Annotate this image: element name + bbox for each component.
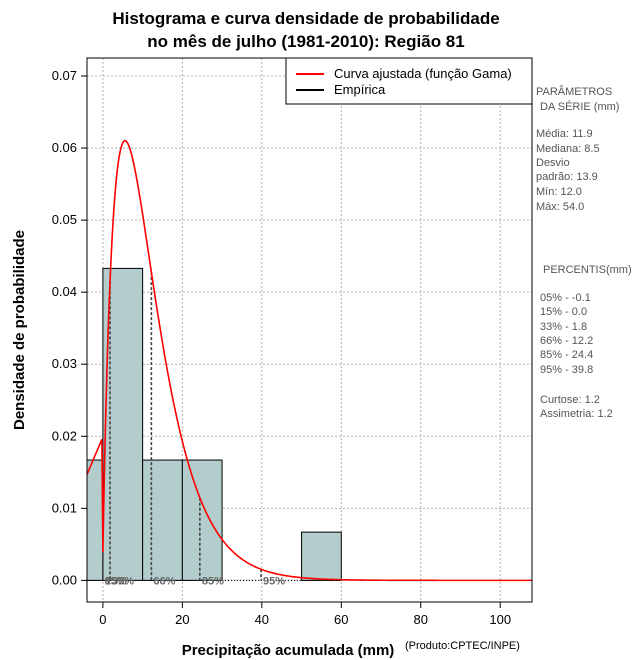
param-max: Máx: 54.0 — [536, 201, 584, 213]
chart-title-line2: no mês de julho (1981-2010): Região 81 — [147, 32, 464, 51]
x-tick-label-0: 0 — [99, 612, 106, 627]
y-tick-label-6: 0.06 — [52, 140, 77, 155]
param-desvio-2: padrão: 13.9 — [536, 171, 598, 183]
assimetria: Assimetria: 1.2 — [540, 408, 613, 420]
histogram-bar-6 — [301, 531, 342, 581]
percentile-label-1: 15% — [105, 575, 127, 587]
percentile-85: 85% - 24.4 — [540, 349, 593, 361]
y-tick-label-0: 0.00 — [52, 572, 77, 587]
percentile-95: 95% - 39.8 — [540, 364, 593, 376]
percentile-labels: 05%15%33% 66% 85% 95% — [104, 575, 285, 587]
param-desvio-1: Desvio — [536, 157, 570, 169]
credit-note: (Produto:CPTEC/INPE) — [405, 640, 520, 652]
x-axis-ticks: 0 20 40 60 80 100 — [99, 602, 511, 627]
series-parameters-panel: PARÂMETROS DA SÉRIE (mm) Média: 11.9 Med… — [536, 85, 619, 213]
legend-box — [285, 57, 533, 105]
percentile-label-2: 33% — [112, 575, 134, 587]
y-axis-ticks: 0.00 0.01 0.02 0.03 0.04 0.05 0.06 0.07 — [52, 68, 87, 587]
legend-label-empirical: Empírica — [334, 82, 386, 97]
percentile-label-5: 95% — [263, 575, 285, 587]
y-axis-title: Densidade de probabilidade — [11, 230, 28, 430]
histogram-bars — [86, 267, 342, 581]
x-tick-label-4: 80 — [414, 612, 428, 627]
legend: Curva ajustada (função Gama) Empírica — [285, 57, 533, 105]
histogram-bar-3 — [181, 459, 223, 581]
curtose: Curtose: 1.2 — [540, 394, 600, 406]
x-axis-title: Precipitação acumulada (mm) — [182, 642, 395, 659]
y-tick-label-3: 0.03 — [52, 356, 77, 371]
x-tick-label-5: 100 — [489, 612, 511, 627]
x-tick-label-3: 60 — [334, 612, 348, 627]
percentile-label-3: 66% — [153, 575, 175, 587]
x-tick-label-2: 40 — [255, 612, 269, 627]
percentile-33: 33% - 1.8 — [540, 321, 587, 333]
legend-label-fitted: Curva ajustada (função Gama) — [334, 66, 512, 81]
percentile-05: 05% - -0.1 — [540, 292, 591, 304]
gamma-curve — [86, 139, 532, 582]
percentile-lines — [102, 272, 262, 581]
param-min: Mín: 12.0 — [536, 186, 582, 198]
percentile-label-4: 85% — [202, 575, 224, 587]
params-title-1: PARÂMETROS — [536, 85, 612, 98]
percentiles-panel: PERCENTIS(mm) 05% - -0.1 15% - 0.0 33% -… — [540, 264, 632, 420]
percentile-label-0: 05% — [104, 575, 126, 587]
histogram-bar-2 — [142, 459, 183, 581]
percentile-66: 66% - 12.2 — [540, 335, 593, 347]
y-tick-label-2: 0.02 — [52, 428, 77, 443]
param-mediana: Mediana: 8.5 — [536, 143, 600, 155]
y-tick-label-7: 0.07 — [52, 68, 77, 83]
x-tick-label-1: 20 — [175, 612, 189, 627]
y-tick-label-4: 0.04 — [52, 284, 77, 299]
percentis-title: PERCENTIS(mm) — [543, 264, 632, 276]
chart-title-line1: Histograma e curva densidade de probabil… — [112, 9, 499, 28]
params-title-2: DA SÉRIE (mm) — [540, 100, 619, 113]
percentile-15: 15% - 0.0 — [540, 306, 587, 318]
histogram-bar-0 — [86, 459, 104, 581]
y-tick-label-5: 0.05 — [52, 212, 77, 227]
param-media: Média: 11.9 — [536, 128, 593, 140]
y-tick-label-1: 0.01 — [52, 500, 77, 515]
